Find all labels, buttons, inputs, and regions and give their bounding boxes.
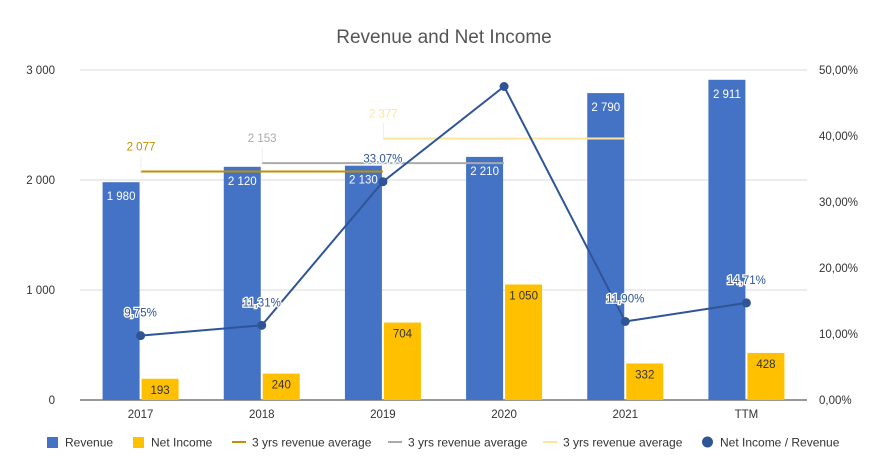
- legend-swatch: [133, 437, 144, 448]
- revenue-data-label: 2 790: [591, 102, 620, 114]
- y-left-tick-label: 3 000: [26, 65, 55, 77]
- y-right-tick-label: 0,00%: [819, 395, 852, 407]
- net-income-bar: [383, 322, 421, 400]
- legend-label: 3 yrs revenue average: [408, 436, 528, 450]
- legend-swatch: [47, 437, 58, 448]
- net-income-data-label: 428: [756, 359, 775, 371]
- y-left-tick-label: 1 000: [26, 285, 55, 297]
- net-income-data-label: 240: [272, 380, 291, 392]
- ratio-data-label: 14,71%: [727, 275, 766, 287]
- net-income-bar: [626, 363, 664, 400]
- y-left-tick-label: 0: [49, 395, 55, 407]
- legend-label: Net Income: [151, 436, 213, 450]
- ratio-point: [257, 320, 267, 330]
- x-tick-label: 2018: [249, 409, 275, 421]
- revenue-bar: [223, 166, 261, 400]
- avg-label: 2 077: [127, 142, 156, 154]
- net-income-bar: [505, 284, 543, 400]
- y-right-tick-label: 10,00%: [819, 329, 858, 341]
- chart-title: Revenue and Net Income: [336, 27, 551, 48]
- y-right-tick-label: 40,00%: [819, 131, 858, 143]
- net-income-bar: [747, 352, 785, 400]
- revenue-bar: [102, 182, 140, 400]
- legend-label: Revenue: [65, 436, 113, 450]
- net-income-data-label: 332: [635, 369, 654, 381]
- revenue-bar: [344, 165, 382, 400]
- legend-swatch: [702, 436, 713, 448]
- y-left-tick-label: 2 000: [26, 175, 55, 187]
- avg-label: 2 377: [369, 109, 398, 121]
- ratio-point: [499, 82, 509, 91]
- ratio-data-label: 11,31%: [243, 297, 281, 309]
- x-tick-label: 2017: [128, 409, 154, 421]
- ratio-data-label: 33,07%: [363, 154, 402, 166]
- net-income-data-label: 704: [393, 329, 413, 341]
- revenue-data-label: 2 120: [228, 176, 257, 188]
- net-income-data-label: 193: [150, 385, 169, 397]
- legend-label: 3 yrs revenue average: [563, 436, 683, 450]
- y-right-tick-label: 30,00%: [819, 197, 858, 209]
- y-right-tick-label: 20,00%: [819, 263, 858, 275]
- avg-label: 2 153: [248, 133, 277, 145]
- x-tick-label: 2020: [491, 409, 517, 421]
- ratio-line: [140, 84, 747, 337]
- ratio-point: [620, 316, 630, 326]
- net-income-bar: [262, 373, 300, 400]
- legend-label: Net Income / Revenue: [720, 436, 840, 450]
- ratio-data-label: 9,75%: [124, 308, 157, 320]
- revenue-bar: [587, 93, 625, 400]
- x-tick-label: 2021: [612, 409, 638, 421]
- ratio-point: [136, 331, 146, 341]
- net-income-data-label: 1 050: [509, 291, 538, 303]
- revenue-data-label: 2 210: [470, 166, 499, 178]
- legend-label: 3 yrs revenue average: [252, 436, 372, 450]
- revenue-data-label: 2 911: [713, 89, 741, 101]
- revenue-data-label: 2 130: [349, 175, 378, 187]
- x-tick-label: TTM: [735, 409, 759, 421]
- ratio-point: [378, 177, 388, 187]
- y-right-tick-label: 50,00%: [819, 65, 858, 77]
- ratio-data-label: 11,90%: [606, 293, 644, 305]
- x-tick-label: 2019: [370, 409, 396, 421]
- ratio-point: [741, 298, 751, 308]
- revenue-bar: [466, 156, 504, 400]
- revenue-bar: [708, 79, 746, 400]
- revenue-data-label: 1 980: [107, 191, 136, 203]
- net-income-bar: [141, 378, 179, 400]
